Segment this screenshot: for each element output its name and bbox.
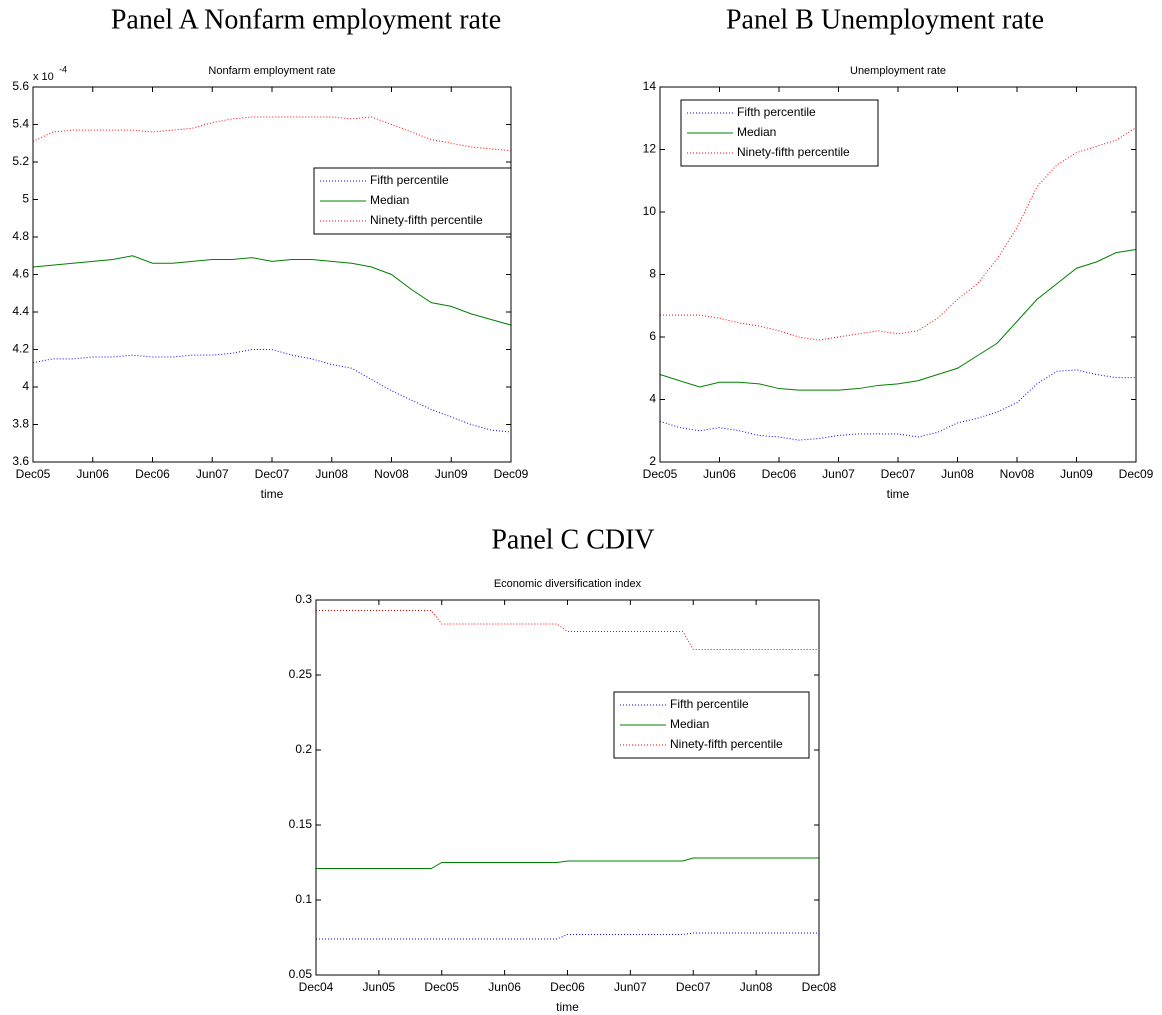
x-tick-label: Dec06	[550, 980, 585, 994]
x-tick-label: Jun05	[363, 980, 396, 994]
chart-title: Nonfarm employment rate	[208, 65, 335, 77]
x-tick-label: Nov08	[374, 467, 409, 481]
y-tick-label: 2	[649, 454, 656, 468]
y-tick-label: 0.2	[295, 742, 312, 756]
plot-area	[33, 87, 511, 462]
chart-title: Economic diversification index	[494, 578, 642, 590]
y-tick-label: 4	[649, 392, 656, 406]
legend-label: Median	[670, 717, 709, 731]
x-tick-label: Jun08	[315, 467, 348, 481]
x-tick-label: Jun07	[614, 980, 647, 994]
y-tick-label: 3.6	[12, 454, 29, 468]
plot-area	[316, 600, 819, 975]
series-line	[659, 369, 1136, 441]
legend-label: Fifth percentile	[370, 173, 449, 187]
legend-label: Median	[737, 125, 776, 139]
x-tick-label: Dec05	[643, 467, 678, 481]
x-tick-label: Jun09	[1060, 467, 1093, 481]
x-tick-label: Dec09	[1119, 467, 1154, 481]
y-multiplier-exponent: -4	[59, 64, 67, 74]
y-tick-label: 4.8	[12, 229, 29, 243]
x-tick-label: Jun06	[76, 467, 109, 481]
y-tick-label: 10	[643, 204, 657, 218]
x-tick-label: Nov08	[1000, 467, 1035, 481]
y-tick-label: 5.2	[12, 154, 29, 168]
legend-label: Median	[370, 193, 409, 207]
legend-label: Ninety-fifth percentile	[737, 145, 850, 159]
plot-frame	[32, 86, 512, 463]
y-tick-label: 12	[643, 142, 657, 156]
y-tick-label: 4.4	[12, 304, 29, 318]
x-tick-label: Dec07	[881, 467, 916, 481]
y-tick-label: 3.8	[12, 417, 29, 431]
series-line	[316, 610, 819, 650]
x-tick-label: Dec04	[299, 980, 334, 994]
x-tick-label: Jun07	[822, 467, 855, 481]
y-tick-label: 5.4	[12, 117, 29, 131]
y-tick-label: 0.15	[289, 817, 313, 831]
x-tick-label: Dec05	[424, 980, 459, 994]
y-tick-label: 0.05	[289, 967, 313, 981]
x-tick-label: Dec05	[16, 467, 51, 481]
x-tick-label: Jun09	[435, 467, 468, 481]
y-tick-label: 8	[649, 267, 656, 281]
series-line	[32, 349, 512, 433]
y-tick-label: 4	[22, 379, 29, 393]
x-tick-label: Dec06	[762, 467, 797, 481]
y-tick-label: 4.6	[12, 267, 29, 281]
plot-frame	[659, 86, 1137, 463]
x-tick-label: Dec09	[494, 467, 529, 481]
legend-label: Ninety-fifth percentile	[670, 737, 783, 751]
series-line	[316, 857, 819, 869]
y-tick-label: 4.2	[12, 342, 29, 356]
y-multiplier: x 10	[33, 71, 54, 83]
x-tick-label: Jun07	[196, 467, 229, 481]
x-axis-label: time	[556, 1000, 579, 1014]
y-tick-label: 0.1	[295, 892, 312, 906]
panel-heading: Panel C CDIV	[491, 524, 654, 555]
series-line	[32, 116, 512, 152]
legend-label: Ninety-fifth percentile	[370, 213, 483, 227]
chart-title: Unemployment rate	[850, 65, 946, 77]
legend-label: Fifth percentile	[670, 697, 749, 711]
x-tick-label: Jun08	[740, 980, 773, 994]
y-tick-label: 0.3	[295, 592, 312, 606]
y-tick-label: 14	[643, 79, 657, 93]
panel-heading: Panel A Nonfarm employment rate	[111, 4, 501, 35]
y-tick-label: 6	[649, 329, 656, 343]
series-line	[659, 249, 1137, 391]
x-tick-label: Dec07	[255, 467, 290, 481]
legend-box	[613, 691, 810, 759]
legend-label: Fifth percentile	[737, 105, 816, 119]
x-tick-label: Dec07	[676, 980, 711, 994]
series-line	[32, 255, 512, 326]
x-tick-label: Dec06	[135, 467, 170, 481]
y-tick-label: 5.6	[12, 79, 29, 93]
x-tick-label: Jun06	[703, 467, 736, 481]
plot-frame	[315, 599, 820, 976]
y-tick-label: 5	[22, 192, 29, 206]
x-tick-label: Jun08	[941, 467, 974, 481]
y-tick-label: 0.25	[289, 667, 313, 681]
panel-heading: Panel B Unemployment rate	[726, 4, 1044, 35]
x-tick-label: Jun06	[488, 980, 521, 994]
x-axis-label: time	[261, 487, 284, 501]
x-tick-label: Dec08	[802, 980, 837, 994]
series-line	[316, 932, 819, 940]
x-axis-label: time	[887, 487, 910, 501]
